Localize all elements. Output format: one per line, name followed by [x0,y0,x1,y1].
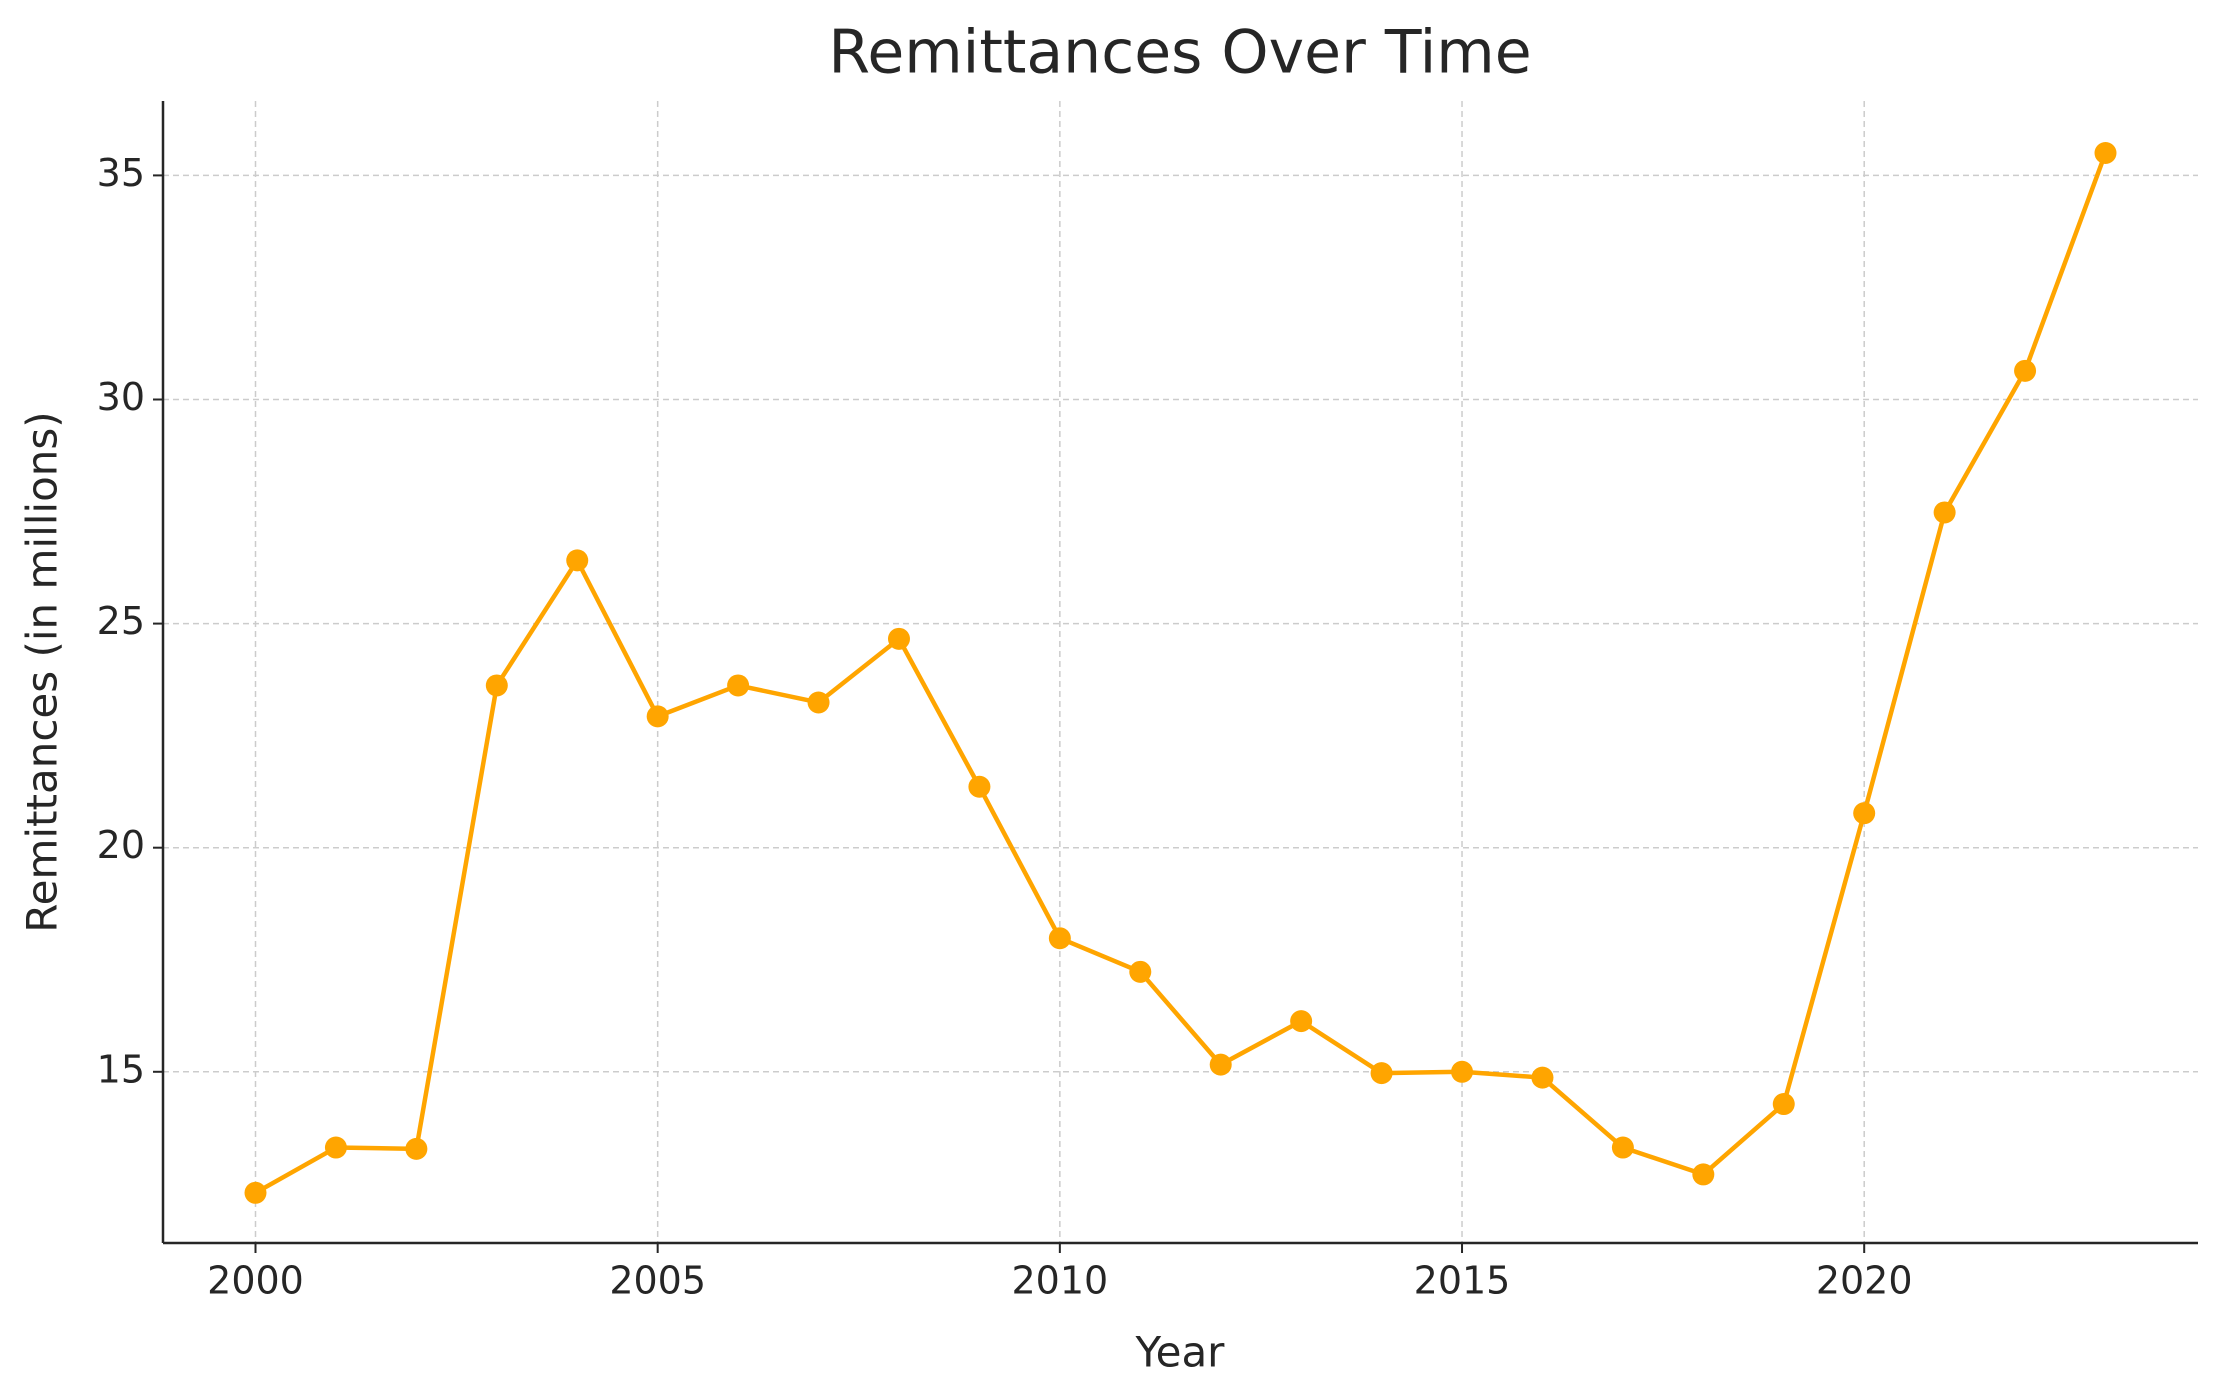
data-point [1531,1066,1554,1089]
y-tick-label: 25 [97,599,145,643]
data-point [1611,1136,1634,1159]
data-line [254,152,2108,1195]
data-point [2014,359,2037,382]
x-tick-label: 2015 [1414,1259,1511,1303]
data-point [1370,1062,1393,1085]
data-point [566,549,589,572]
data-point [1451,1060,1474,1083]
data-point [485,674,508,697]
data-point [2094,141,2117,164]
data-point [1853,802,1876,825]
data-point [887,627,910,650]
data-point [1048,927,1071,950]
x-axis-label: Year [1135,1328,1226,1377]
y-tick-label: 30 [97,375,145,419]
data-point [1933,501,1956,524]
data-point [1290,1010,1313,1033]
x-tick-label: 2000 [207,1259,304,1303]
data-point [646,705,669,728]
y-tick-label: 15 [97,1047,145,1091]
x-tick-label: 2010 [1011,1259,1108,1303]
data-point [324,1136,347,1159]
y-tick-label: 20 [97,823,145,867]
y-tick-label: 35 [97,151,145,195]
x-tick-label: 2020 [1816,1259,1913,1303]
data-point [1772,1093,1795,1116]
y-axis-label: Remittances (in millions) [18,411,67,932]
data-point [405,1137,428,1160]
x-tick-label: 2005 [609,1259,706,1303]
data-point [968,775,991,798]
data-point [1129,960,1152,983]
data-point [1209,1053,1232,1076]
chart-title: Remittances Over Time [828,18,1531,88]
data-point [1692,1163,1715,1186]
data-point [807,691,830,714]
data-point [727,674,750,697]
data-point [244,1181,267,1204]
